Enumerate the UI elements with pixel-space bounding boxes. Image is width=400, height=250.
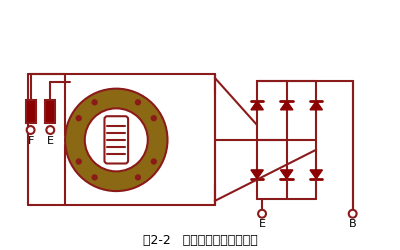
Circle shape bbox=[76, 116, 81, 121]
Circle shape bbox=[92, 175, 97, 180]
Circle shape bbox=[258, 210, 266, 218]
Circle shape bbox=[46, 126, 54, 134]
Text: B: B bbox=[349, 219, 356, 229]
Circle shape bbox=[151, 159, 156, 164]
Circle shape bbox=[136, 175, 140, 180]
Polygon shape bbox=[251, 170, 263, 179]
Circle shape bbox=[65, 89, 168, 191]
Circle shape bbox=[85, 108, 148, 172]
Circle shape bbox=[76, 159, 81, 164]
Text: E: E bbox=[47, 136, 54, 146]
Circle shape bbox=[92, 100, 97, 105]
Circle shape bbox=[349, 210, 357, 218]
Circle shape bbox=[27, 126, 34, 134]
Polygon shape bbox=[251, 101, 263, 110]
Text: 图2-2   交流发电机工作原理图: 图2-2 交流发电机工作原理图 bbox=[143, 234, 257, 248]
Polygon shape bbox=[280, 170, 293, 179]
FancyBboxPatch shape bbox=[45, 100, 55, 123]
FancyBboxPatch shape bbox=[26, 100, 36, 123]
Polygon shape bbox=[310, 170, 322, 179]
Text: E: E bbox=[258, 219, 266, 229]
FancyBboxPatch shape bbox=[104, 116, 128, 164]
Polygon shape bbox=[310, 101, 322, 110]
Circle shape bbox=[151, 116, 156, 121]
Polygon shape bbox=[280, 101, 293, 110]
Text: F: F bbox=[27, 136, 34, 146]
Circle shape bbox=[136, 100, 140, 105]
